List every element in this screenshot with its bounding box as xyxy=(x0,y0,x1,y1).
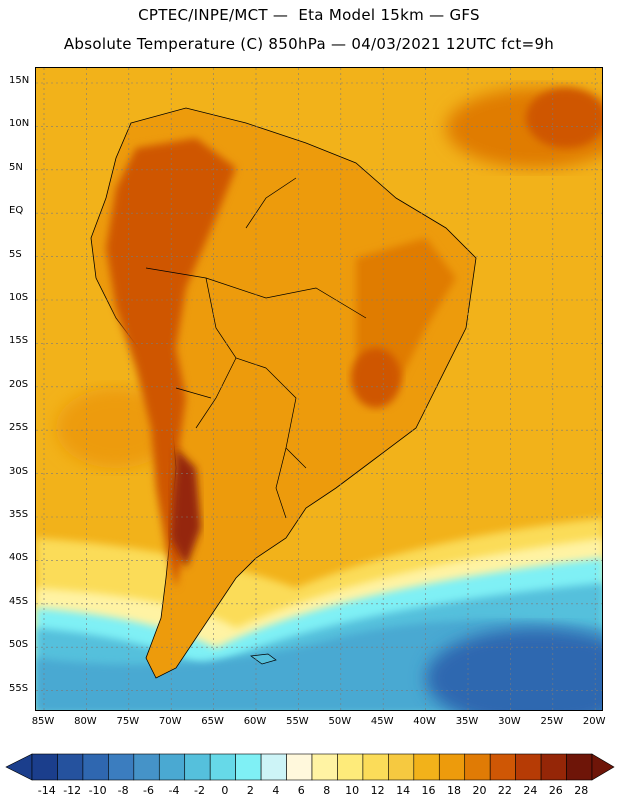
colorbar-tick-label: 18 xyxy=(447,784,461,797)
lat-label: 45S xyxy=(9,595,29,607)
lat-label: 35S xyxy=(9,509,29,520)
colorbar-swatch xyxy=(31,753,58,781)
colorbar-swatch xyxy=(362,753,389,781)
colorbar-swatch xyxy=(388,753,415,781)
colorbar-swatch xyxy=(311,753,338,781)
colorbar-swatch xyxy=(540,753,567,781)
colorbar-swatch xyxy=(133,753,160,781)
colorbar-swatch xyxy=(286,753,313,781)
colorbar-tick-label: -6 xyxy=(143,784,155,797)
colorbar-tick-label: 0 xyxy=(221,784,229,797)
lat-label: 30S xyxy=(9,465,29,477)
colorbar-swatch xyxy=(260,753,287,781)
colorbar-tick-label: -2 xyxy=(193,784,205,797)
lat-label: 10N xyxy=(9,118,30,130)
lon-label: 70W xyxy=(158,716,182,727)
lat-label: 15S xyxy=(9,335,29,347)
colorbar-swatch xyxy=(464,753,491,781)
colorbar-tick-label: 12 xyxy=(370,784,385,797)
lon-label: 85W xyxy=(31,716,55,727)
colorbar-swatch xyxy=(184,753,211,781)
lat-label: EQ xyxy=(9,205,24,217)
colorbar-swatch xyxy=(489,753,516,781)
lon-label: 45W xyxy=(370,716,394,727)
colorbar-tick-label: 6 xyxy=(297,784,305,797)
lon-label: 60W xyxy=(243,716,267,727)
colorbar-min-arrow xyxy=(5,753,33,781)
lat-label: 15N xyxy=(9,75,30,86)
colorbar-swatch xyxy=(413,753,440,781)
map-title: CPTEC/INPE/MCT — Eta Model 15km — GFS xyxy=(138,6,480,24)
colorbar-swatch xyxy=(438,753,466,781)
colorbar-tick-label: 8 xyxy=(323,784,331,797)
colorbar-swatch xyxy=(108,753,135,781)
colorbar-swatch xyxy=(57,753,84,781)
lon-label: 50W xyxy=(328,716,352,727)
colorbar-tick-label: -14 xyxy=(37,784,56,797)
falkland-islands xyxy=(250,653,277,665)
colorbar-tick-label: 2 xyxy=(246,784,254,797)
colorbar-tick-label: -10 xyxy=(88,784,107,797)
lon-label: 20W xyxy=(582,716,606,727)
colorbar-tick-label: 20 xyxy=(472,784,487,797)
colorbar-tick-label: 22 xyxy=(497,784,512,797)
lat-lon-grid xyxy=(36,68,602,710)
lon-label: 40W xyxy=(413,716,436,727)
atlantic-hot-patch xyxy=(526,88,602,148)
colorbar-tick-label: 16 xyxy=(421,784,436,797)
colorbar-tick-label: 24 xyxy=(523,784,538,797)
colorbar-swatch xyxy=(566,753,593,781)
colorbar-tick-label: 10 xyxy=(345,784,360,797)
lat-label: 50S xyxy=(9,639,29,651)
colorbar xyxy=(5,753,615,781)
lat-label: 55S xyxy=(9,682,29,694)
colorbar-tick-label: -12 xyxy=(63,784,82,797)
map-canvas xyxy=(36,68,602,710)
colorbar-swatch xyxy=(515,753,542,781)
colorbar-tick-label: 26 xyxy=(548,784,563,797)
lat-label: 20S xyxy=(9,378,29,390)
lat-label: 40S xyxy=(9,552,29,564)
colorbar-swatch xyxy=(337,753,364,781)
lat-label: 5S xyxy=(9,248,22,260)
brazil-hottest-zone xyxy=(351,348,401,408)
andes-hottest-zone xyxy=(171,448,201,568)
lon-label: 35W xyxy=(455,716,479,727)
colorbar-tick-label: 28 xyxy=(574,784,589,797)
colorbar-tick-label: 4 xyxy=(272,784,280,797)
country-borders xyxy=(145,177,367,519)
map-subtitle: Absolute Temperature (C) 850hPa — 04/03/… xyxy=(63,35,555,53)
lon-label: 65W xyxy=(201,716,224,727)
coldest-patch xyxy=(426,628,602,710)
colorbar-swatch xyxy=(235,753,262,781)
colorbar-tick-label: 14 xyxy=(396,784,411,797)
colorbar-swatch xyxy=(82,753,109,781)
colorbar-tick-label: -4 xyxy=(168,784,180,797)
temperature-map xyxy=(35,67,603,711)
lat-label: 5N xyxy=(9,161,23,173)
colorbar-swatch xyxy=(158,753,186,781)
lon-label: 25W xyxy=(540,716,564,727)
lon-label: 75W xyxy=(116,716,140,727)
lat-label: 25S xyxy=(9,422,29,434)
colorbar-max-arrow xyxy=(591,753,615,781)
lat-label: 10S xyxy=(9,292,29,303)
colorbar-tick-label: -8 xyxy=(117,784,129,797)
lon-label: 80W xyxy=(74,716,97,727)
lon-label: 30W xyxy=(498,716,521,727)
lon-label: 55W xyxy=(286,716,309,727)
colorbar-swatch xyxy=(209,753,236,781)
